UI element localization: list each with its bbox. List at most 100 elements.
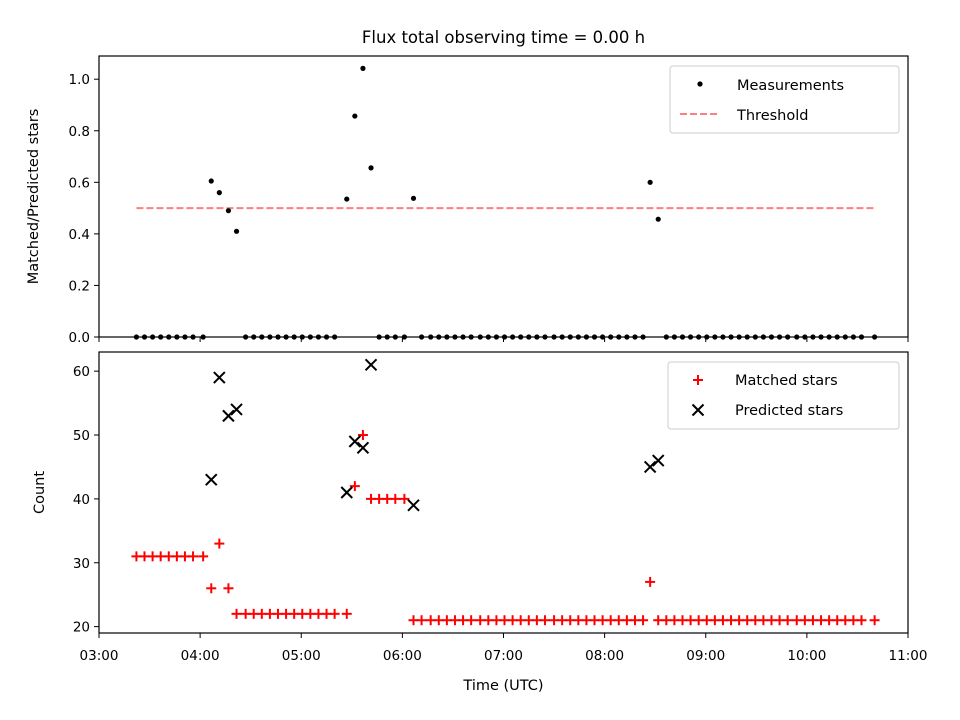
matched-point: [214, 538, 225, 549]
measurement-point: [410, 195, 417, 201]
bottom-y-axis-label: Count: [32, 471, 48, 514]
bottom-ytick-label: 40: [73, 492, 90, 508]
measurement-point: [344, 196, 350, 202]
matched-point: [869, 615, 880, 626]
bottom-legend-box: [667, 361, 900, 430]
legend-measurements-marker: [697, 81, 703, 87]
predicted-point: [364, 358, 378, 371]
matched-point: [782, 615, 793, 626]
legend-matched-label: Matched stars: [735, 373, 838, 389]
measurement-point: [368, 165, 374, 171]
matched-point: [357, 430, 368, 441]
predicted-point-b: [340, 486, 353, 499]
predicted-point-b: [356, 441, 370, 455]
top-ytick-label: 1.0: [69, 72, 90, 88]
predicted-point: [222, 409, 235, 423]
matched-point: [341, 608, 352, 619]
predicted-point-b: [222, 409, 235, 423]
measurement-point: [225, 208, 232, 214]
measurement-point: [233, 228, 240, 234]
matched-point: [329, 608, 340, 619]
bottom-ytick-label: 20: [73, 620, 90, 636]
predicted-point: [230, 403, 243, 416]
legend-plus: [693, 375, 703, 385]
legend-cross: [691, 403, 705, 417]
legend-threshold-label: Threshold: [736, 108, 808, 124]
matched-point: [638, 615, 649, 626]
legend-measurements-label: Measurements: [737, 78, 844, 94]
predicted-point: [407, 499, 420, 512]
bottom-ytick-label: 60: [73, 364, 90, 380]
top-x-ticks: [98, 337, 909, 342]
measurement-point: [352, 113, 358, 119]
xtick-label: 09:00: [686, 648, 725, 664]
legend-predicted-marker: [691, 403, 705, 417]
xtick-label: 03:00: [80, 648, 119, 664]
measurement-point: [216, 190, 222, 196]
top-legend-box: [669, 65, 900, 134]
predicted-point: [348, 435, 362, 448]
matched-point: [349, 481, 360, 492]
top-y-axis-label: Matched/Predicted stars: [26, 109, 42, 285]
predicted-point-b: [230, 403, 243, 416]
top-ytick-label: 0.4: [69, 227, 90, 243]
top-ytick-label: 0.0: [69, 330, 90, 346]
predicted-point: [643, 460, 657, 474]
top-legend: Measurements Threshold: [669, 65, 900, 134]
bottom-panel: 20 30 40 50 60 03:00 04:00 05:00 06:00 07:00 08:0…: [32, 351, 928, 694]
bottom-axes-frame: [98, 351, 909, 634]
predicted-point-b: [364, 358, 378, 371]
predicted-point-b: [643, 460, 657, 474]
predicted-point: [340, 486, 353, 499]
x-axis-label: Time (UTC): [462, 678, 543, 694]
bottom-ytick-label: 50: [73, 428, 90, 444]
matched-point: [399, 493, 410, 504]
xtick-label: 08:00: [585, 648, 624, 664]
xtick-label: 04:00: [181, 648, 220, 664]
top-panel: Flux total observing time = 0.00 h 0.00.…: [26, 28, 909, 346]
matched-point: [856, 615, 867, 626]
matched-point: [390, 493, 401, 504]
legend-predicted-label: Predicted stars: [735, 403, 843, 419]
matched-point: [198, 551, 209, 562]
predicted-point-b: [652, 454, 665, 467]
matched-point: [416, 615, 427, 626]
predicted-point-b: [213, 371, 226, 384]
xtick-label: 06:00: [383, 648, 422, 664]
legend-matched-marker: [693, 375, 703, 385]
predicted-point: [356, 441, 370, 455]
matched-point: [188, 551, 199, 562]
predicted-point-b: [407, 499, 420, 512]
predicted-point-b: [205, 473, 218, 486]
bottom-ytick-label: 30: [73, 556, 90, 572]
bottom-legend: Matched stars Predicted stars: [667, 361, 900, 430]
matched-point: [539, 615, 550, 626]
xtick-label: 05:00: [282, 648, 321, 664]
xtick-label: 11:00: [889, 648, 928, 664]
matched-point: [231, 608, 242, 619]
top-ytick-label: 0.2: [69, 278, 90, 294]
top-axes-frame: [98, 55, 909, 338]
measurement-point: [655, 216, 661, 222]
bottom-marks: [131, 358, 880, 626]
matched-point: [223, 583, 234, 594]
bottom-x-ticks: 03:00 04:00 05:00 06:00 07:00 08:00 09:00 10:00…: [80, 633, 928, 664]
matched-point: [466, 615, 477, 626]
matched-point: [206, 583, 217, 594]
predicted-point: [205, 473, 218, 486]
top-marks: [133, 65, 878, 340]
xtick-label: 07:00: [484, 648, 523, 664]
bottom-y-ticks: 20 30 40 50 60: [73, 364, 99, 636]
chart-title: Flux total observing time = 0.00 h: [362, 28, 645, 47]
top-ytick-label: 0.8: [69, 124, 90, 140]
measurement-point: [208, 178, 214, 184]
predicted-point: [213, 371, 226, 384]
matched-point: [645, 576, 656, 587]
measurement-point: [647, 179, 653, 185]
predicted-point-b: [348, 435, 362, 448]
legend-cross-b: [691, 403, 705, 417]
top-y-ticks: 0.0 0.2 0.4 0.6 0.8 1.0: [69, 72, 99, 346]
measurement-point: [360, 65, 366, 71]
top-ytick-label: 0.6: [69, 175, 90, 191]
